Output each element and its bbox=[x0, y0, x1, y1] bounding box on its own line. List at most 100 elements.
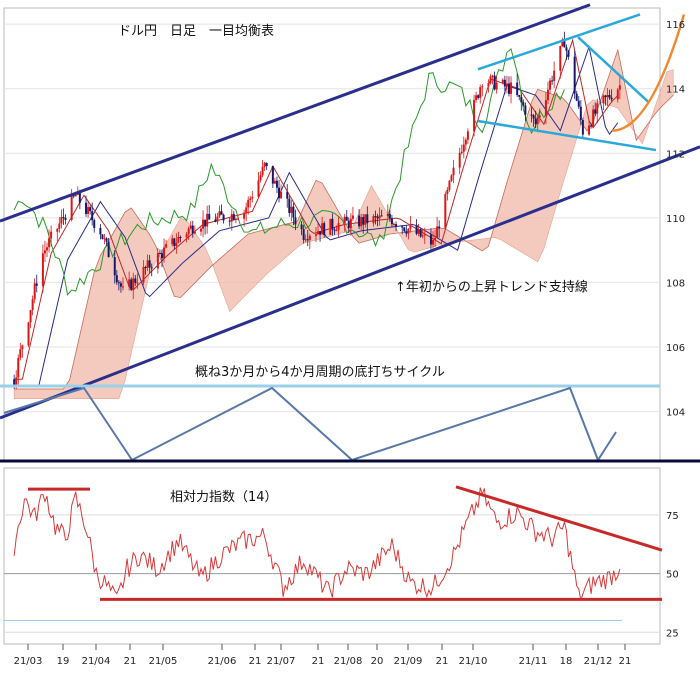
candle-body bbox=[58, 223, 61, 229]
candle-body bbox=[415, 225, 418, 234]
price-tick-label: 112 bbox=[666, 149, 685, 160]
candle-body bbox=[306, 239, 309, 241]
triangle-upper-line bbox=[477, 13, 641, 71]
candle-body bbox=[432, 240, 435, 245]
candle-body bbox=[532, 115, 535, 119]
candle-body bbox=[524, 105, 527, 115]
candle-body bbox=[409, 225, 412, 229]
candle-body bbox=[175, 242, 178, 246]
price-tick-label: 116 bbox=[666, 20, 685, 31]
price-annotation-lines bbox=[0, 3, 700, 463]
candle-body bbox=[477, 95, 480, 98]
price-y-axis: 104 106 108 110 112 114 116 bbox=[666, 20, 685, 418]
candle-body bbox=[85, 202, 88, 214]
candle-body bbox=[577, 100, 580, 107]
candle-body bbox=[222, 214, 225, 221]
candle-body bbox=[105, 238, 108, 242]
candle-body bbox=[323, 223, 326, 235]
candle-body bbox=[19, 349, 22, 358]
candle-body bbox=[345, 216, 348, 221]
candle-body bbox=[245, 207, 248, 213]
candle-body bbox=[115, 275, 118, 283]
candle-body bbox=[501, 79, 504, 83]
candle-body bbox=[438, 226, 441, 229]
candle-body bbox=[179, 237, 182, 239]
candle-body bbox=[165, 244, 168, 248]
candle-body bbox=[46, 247, 49, 251]
candle-body bbox=[390, 218, 393, 225]
candle-body bbox=[314, 234, 317, 236]
rsi-y-axis: 25 50 75 bbox=[666, 511, 679, 639]
rsi-annotation-lines bbox=[28, 485, 663, 601]
candle-body bbox=[74, 194, 77, 197]
chikou-line bbox=[13, 48, 565, 296]
candle-body bbox=[304, 239, 307, 241]
price-tick-label: 106 bbox=[666, 343, 685, 354]
candle-body bbox=[405, 231, 408, 234]
candle-body bbox=[343, 216, 346, 224]
rsi-series bbox=[13, 487, 621, 601]
candle-body bbox=[590, 125, 593, 127]
candle-body bbox=[17, 357, 20, 378]
candle-body bbox=[119, 283, 122, 287]
candle-body bbox=[148, 260, 151, 268]
candle-body bbox=[121, 286, 124, 288]
candle-body bbox=[366, 214, 369, 224]
candlesticks bbox=[13, 31, 621, 390]
candle-body bbox=[507, 83, 510, 94]
candle-body bbox=[234, 218, 237, 221]
x-tick-label: 21/08 bbox=[334, 656, 363, 667]
candle-body bbox=[491, 75, 494, 77]
candle-body bbox=[606, 94, 609, 98]
candle-body bbox=[187, 228, 190, 235]
x-tick-label: 21/06 bbox=[208, 656, 237, 667]
candle-body bbox=[604, 95, 607, 98]
candle-body bbox=[185, 234, 188, 238]
rsi-tick-label: 50 bbox=[666, 570, 679, 581]
x-tick-label: 21 bbox=[124, 656, 137, 667]
x-tick-label: 21/03 bbox=[14, 656, 43, 667]
candle-body bbox=[347, 220, 350, 229]
candle-body bbox=[510, 82, 513, 94]
rsi-tick-label: 75 bbox=[666, 511, 679, 522]
x-tick-label: 20 bbox=[371, 656, 384, 667]
candle-body bbox=[503, 79, 506, 87]
trend-support-line bbox=[0, 145, 700, 420]
candle-body bbox=[150, 267, 153, 269]
candle-body bbox=[616, 89, 619, 100]
candle-body bbox=[374, 216, 377, 218]
candle-body bbox=[292, 206, 295, 218]
candle-body bbox=[495, 82, 498, 90]
candle-body bbox=[464, 139, 467, 145]
candle-body bbox=[563, 39, 566, 48]
candle-body bbox=[565, 47, 568, 51]
candle-body bbox=[103, 238, 106, 240]
candle-body bbox=[218, 211, 221, 217]
candle-body bbox=[78, 191, 81, 203]
x-tick-label: 21 bbox=[436, 656, 449, 667]
candle-body bbox=[544, 100, 547, 116]
candle-body bbox=[48, 238, 51, 248]
candle-body bbox=[308, 235, 311, 240]
candle-body bbox=[362, 217, 365, 225]
candle-body bbox=[50, 231, 53, 239]
triangle-apex-line bbox=[577, 36, 649, 103]
candle-body bbox=[594, 109, 597, 114]
candle-body bbox=[549, 80, 552, 90]
candle-body bbox=[516, 82, 519, 96]
candle-body bbox=[271, 166, 274, 184]
candle-body bbox=[458, 153, 461, 168]
candle-body bbox=[257, 180, 260, 197]
candle-body bbox=[91, 211, 94, 221]
candle-body bbox=[160, 253, 163, 259]
candle-body bbox=[421, 235, 424, 237]
candle-body bbox=[136, 282, 139, 284]
triangle-lower-line bbox=[477, 119, 657, 152]
candle-body bbox=[575, 93, 578, 101]
candle-body bbox=[158, 253, 161, 255]
candle-body bbox=[113, 257, 116, 276]
candle-body bbox=[191, 225, 194, 234]
candle-body bbox=[588, 125, 591, 135]
candle-body bbox=[216, 216, 219, 222]
candle-body bbox=[41, 253, 44, 286]
